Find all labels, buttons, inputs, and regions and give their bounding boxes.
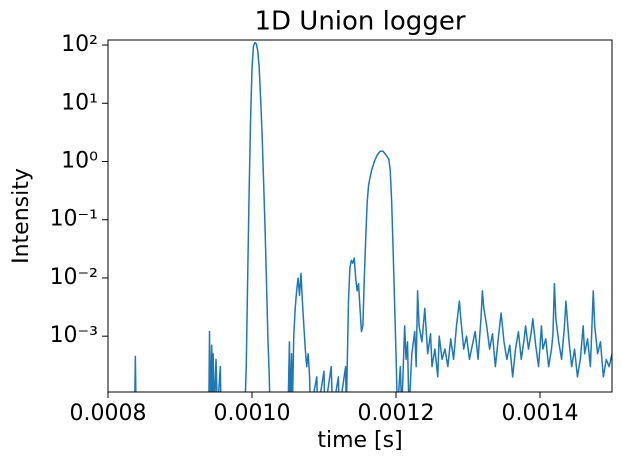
x-tick-label: 0.0014 xyxy=(502,401,579,426)
y-tick-label: 10⁻³ xyxy=(50,323,98,348)
x-tick-label: 0.0008 xyxy=(70,401,147,426)
chart-title: 1D Union logger xyxy=(254,7,465,37)
x-tick-label: 0.0010 xyxy=(214,401,291,426)
y-tick-label: 10² xyxy=(61,32,98,57)
y-tick-label: 10⁻¹ xyxy=(50,207,98,232)
y-tick-label: 10¹ xyxy=(61,90,98,115)
plot-area xyxy=(134,41,612,392)
y-tick-label: 10⁰ xyxy=(61,148,98,173)
y-tick-label: 10⁻² xyxy=(50,265,98,290)
x-tick-label: 0.0012 xyxy=(358,401,435,426)
plot-frame xyxy=(107,39,613,393)
y-axis-label: Intensity xyxy=(9,168,34,264)
x-axis-label: time [s] xyxy=(317,428,402,453)
data-line xyxy=(134,41,612,392)
